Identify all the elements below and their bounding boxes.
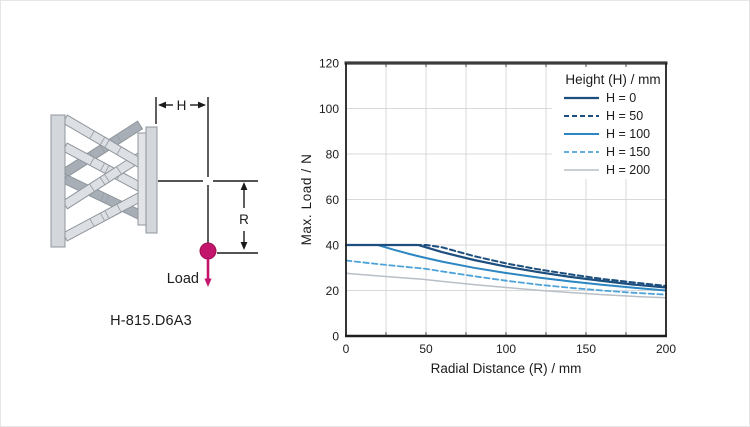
load-label: Load xyxy=(167,271,199,287)
platform-plate xyxy=(145,126,158,234)
hexapod-strut xyxy=(62,114,143,168)
hexapod-diagram: H R Load H-815.D6A3 xyxy=(50,97,258,329)
load-chart: Height (H) / mm H = 0 H = 50 H = 100 H = 150… xyxy=(299,57,676,377)
series-line-H0 xyxy=(344,243,668,289)
height-dim-label: H xyxy=(177,98,187,113)
legend-label: H = 50 xyxy=(606,109,643,123)
dimension-annotations: H R xyxy=(155,97,258,254)
x-axis-title: Radial Distance (R) / mm xyxy=(431,361,582,376)
y-tick-label: 60 xyxy=(326,193,340,207)
series-line-H200 xyxy=(345,272,667,299)
radius-dim-label: R xyxy=(239,212,249,227)
model-label: H-815.D6A3 xyxy=(110,313,192,329)
x-tick-label: 200 xyxy=(656,342,676,356)
arrowhead-left-icon xyxy=(158,101,166,109)
legend-title: Height (H) / mm xyxy=(565,72,660,87)
base-plate xyxy=(50,114,66,248)
series-line-H100 xyxy=(345,244,667,292)
arrowhead-right-icon xyxy=(198,101,206,109)
y-tick-label: 120 xyxy=(319,57,339,71)
y-tick-label: 80 xyxy=(326,148,340,162)
y-tick-labels: 0 20 40 60 80 100 120 xyxy=(319,57,339,344)
y-tick-label: 40 xyxy=(326,239,340,253)
arrowhead-up-icon xyxy=(240,182,248,190)
y-tick-label: 0 xyxy=(332,330,339,344)
y-tick-label: 20 xyxy=(326,284,340,298)
legend-label: H = 200 xyxy=(606,163,650,177)
y-axis-title: Max. Load / N xyxy=(299,154,314,246)
series-line-H150 xyxy=(345,259,667,296)
legend-background xyxy=(552,67,670,179)
legend-label: H = 150 xyxy=(606,145,650,159)
x-tick-label: 150 xyxy=(576,342,596,356)
chart-series xyxy=(344,243,668,299)
load-arrow-icon xyxy=(204,259,212,287)
load-point xyxy=(199,242,217,260)
legend-label: H = 100 xyxy=(606,127,650,141)
chart-legend: Height (H) / mm H = 0 H = 50 H = 100 H = 150… xyxy=(552,67,670,179)
hexapod-struts xyxy=(61,114,144,242)
x-tick-labels: 0 50 100 150 200 xyxy=(343,342,677,356)
y-tick-label: 100 xyxy=(319,102,339,116)
x-tick-label: 0 xyxy=(343,342,350,356)
arrowhead-down-icon xyxy=(240,242,248,250)
legend-label: H = 0 xyxy=(606,91,636,105)
platform-connector-plate xyxy=(137,132,147,226)
x-tick-label: 100 xyxy=(496,342,516,356)
chart-frame xyxy=(344,61,668,338)
x-tick-label: 50 xyxy=(419,342,433,356)
